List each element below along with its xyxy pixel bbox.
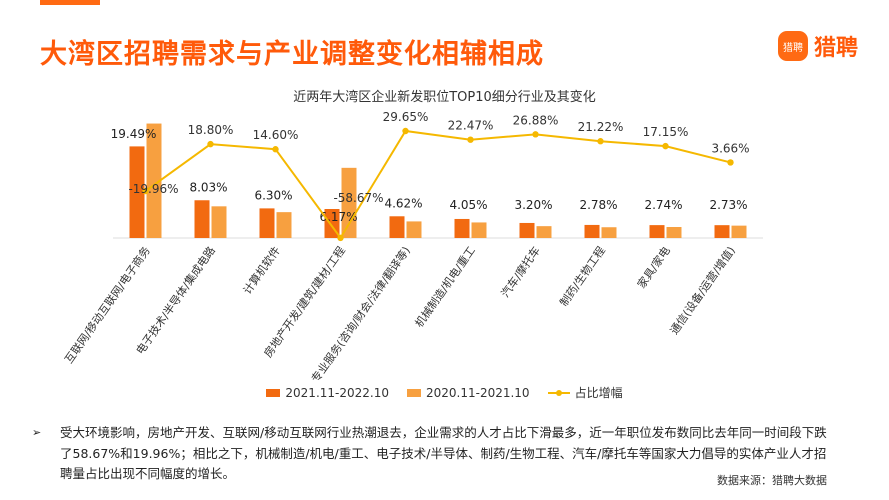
growth-value-label: 14.60% <box>253 128 299 142</box>
bar-2020 <box>601 227 617 238</box>
bar-2021 <box>519 222 535 238</box>
category-label: 计算机软件 <box>240 244 283 297</box>
bar-value-label: 6.30% <box>254 188 292 202</box>
bar-2020 <box>211 206 227 238</box>
bar-2020 <box>536 226 552 238</box>
growth-value-label: 22.47% <box>448 119 494 133</box>
category-label: 汽车/摩托车 <box>498 244 543 300</box>
growth-value-label: 3.66% <box>711 141 749 155</box>
bar-2021 <box>259 208 275 238</box>
growth-value-label: 26.88% <box>513 113 559 127</box>
legend-item-growth: 占比增幅 <box>547 384 623 401</box>
growth-value-label: -19.96% <box>128 182 178 196</box>
legend-swatch-2021 <box>266 388 281 397</box>
growth-point <box>662 142 669 150</box>
growth-value-label: -58.67% <box>333 191 383 205</box>
growth-point <box>142 187 149 195</box>
page-title: 大湾区招聘需求与产业调整变化相辅相成 <box>40 39 544 70</box>
growth-value-label: 17.15% <box>643 125 689 139</box>
growth-point <box>597 138 604 145</box>
category-label: 家具/家电 <box>634 244 673 291</box>
growth-value-label: 18.80% <box>188 123 234 137</box>
growth-point <box>337 234 344 242</box>
growth-point <box>467 136 474 143</box>
bar-value-label: 4.62% <box>384 196 422 210</box>
bar-2020 <box>341 167 357 238</box>
bar-value-label: 19.49% <box>111 127 157 141</box>
legend-item-2021: 2021.11-2022.10 <box>266 384 389 401</box>
liepin-logo: 猎聘 猎聘 <box>778 30 858 62</box>
growth-point <box>532 131 539 138</box>
summary-text: 受大环境影响，房地产开发、互联网/移动互联网行业热潮退去，企业需求的人才占比下滑… <box>60 425 827 481</box>
growth-point <box>727 159 734 166</box>
bar-2020 <box>406 221 422 238</box>
bar-2021 <box>389 216 405 238</box>
bar-2021 <box>129 146 145 238</box>
bar-2020 <box>666 227 682 238</box>
chart-title: 近两年大湾区企业新发职位TOP10细分行业及其变化 <box>293 90 596 105</box>
legend-label-growth: 占比增幅 <box>574 386 623 400</box>
chart-legend: 2021.11-2022.10 2020.11-2021.10 占比增幅 <box>0 384 889 401</box>
legend-label-2020: 2020.11-2021.10 <box>425 385 530 400</box>
bar-2021 <box>584 224 600 238</box>
growth-value-label: 21.22% <box>578 120 624 134</box>
growth-point <box>207 140 214 148</box>
category-label: 制药/生物工程 <box>557 244 608 309</box>
bullet-icon: ➢ <box>32 426 42 439</box>
growth-point <box>272 146 279 153</box>
liepin-logo-text: 猎聘 <box>814 36 859 61</box>
bar-value-label: 2.78% <box>579 198 617 212</box>
title-accent-bar <box>40 0 100 5</box>
bar-2020 <box>731 225 747 238</box>
bar-line-chart: 19.49%互联网/移动互联网/电子商务8.03%电子技术/半导体/集成电路6.… <box>62 110 763 380</box>
category-label: 机械制造/机电/重工 <box>412 244 478 330</box>
bar-2020 <box>471 222 487 238</box>
bar-2021 <box>649 225 665 238</box>
bar-2021 <box>454 218 470 238</box>
bar-2021 <box>194 200 210 238</box>
data-source: 数据来源：猎聘大数据 <box>717 474 827 487</box>
bar-value-label: 2.73% <box>709 198 747 212</box>
bar-value-label: 8.03% <box>189 180 227 194</box>
legend-swatch-2020 <box>406 388 421 397</box>
bar-value-label: 3.20% <box>514 198 552 212</box>
bar-2021 <box>714 225 730 238</box>
legend-label-2021: 2021.11-2022.10 <box>285 385 389 400</box>
growth-point <box>402 127 409 135</box>
bar-value-label: 4.05% <box>449 198 487 212</box>
bar-2020 <box>276 212 292 238</box>
liepin-logo-icon: 猎聘 <box>778 31 808 61</box>
bar-value-label: 2.74% <box>644 198 682 212</box>
legend-item-2020: 2020.11-2021.10 <box>406 384 530 401</box>
growth-line <box>144 129 731 240</box>
category-label: 通信(设备/运营/增值) <box>667 244 738 337</box>
bar-2020 <box>146 123 162 238</box>
legend-swatch-growth <box>547 389 570 396</box>
growth-value-label: 29.65% <box>383 110 429 124</box>
